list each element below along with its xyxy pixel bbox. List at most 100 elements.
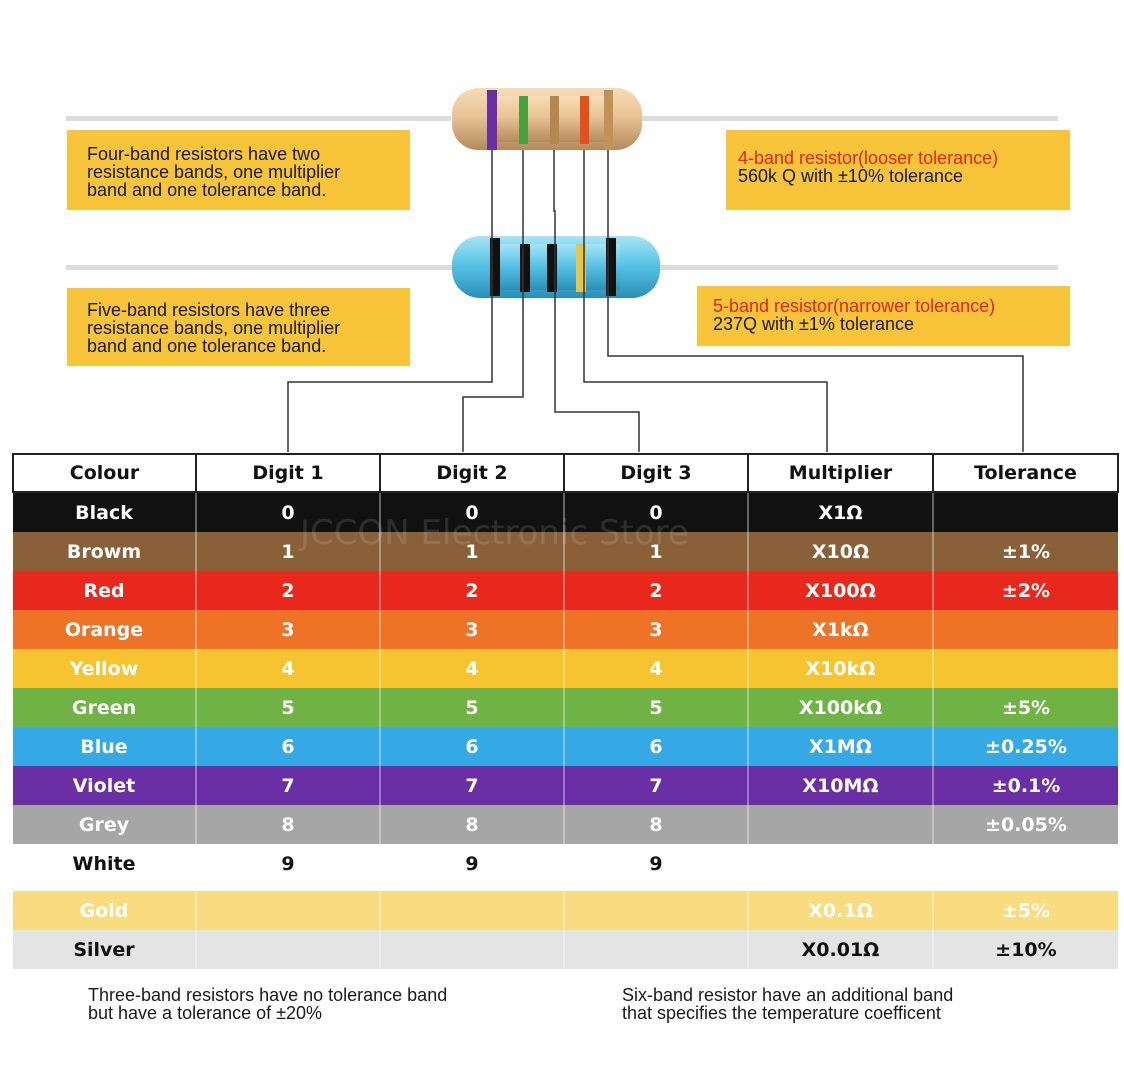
band-black-2 bbox=[520, 244, 530, 292]
band-green bbox=[519, 96, 528, 144]
band-brown bbox=[550, 96, 559, 144]
example-text: 560k Q with ±10% tolerance bbox=[738, 166, 963, 186]
table-row: Gold X0.1Ω ±5% bbox=[13, 887, 1118, 930]
header-digit-2: Digit 2 bbox=[379, 453, 565, 493]
cell-digit-2: 5 bbox=[379, 688, 564, 727]
table-row: Grey 8 8 8 ±0.05% bbox=[13, 805, 1118, 844]
cell-multiplier: X0.01Ω bbox=[747, 930, 933, 969]
cell-digit-1: 4 bbox=[195, 649, 380, 688]
cell-colour: Silver bbox=[73, 938, 135, 961]
cell-digit-1: 1 bbox=[195, 532, 380, 571]
cell-digit-3: 9 bbox=[563, 844, 748, 887]
cell-digit-3: 4 bbox=[563, 649, 748, 688]
cell-digit-1 bbox=[195, 930, 380, 969]
band-orange bbox=[580, 96, 589, 144]
note-line: resistance bands, one multiplier bbox=[87, 318, 341, 338]
cell-digit-3: 5 bbox=[563, 688, 748, 727]
cell-digit-3: 1 bbox=[563, 532, 748, 571]
cell-tolerance: ±5% bbox=[932, 688, 1118, 727]
note-line: Four-band resistors have two bbox=[87, 144, 321, 164]
cell-colour: Orange bbox=[64, 618, 144, 641]
note-line: Five-band resistors have three bbox=[87, 300, 331, 320]
cell-colour: White bbox=[72, 852, 136, 875]
header-colour: Colour bbox=[12, 453, 197, 493]
cell-digit-1: 7 bbox=[195, 766, 380, 805]
cell-colour: Grey bbox=[78, 813, 130, 836]
cell-digit-3: 6 bbox=[563, 727, 748, 766]
four-band-resistor bbox=[452, 88, 642, 150]
cell-digit-2: 6 bbox=[379, 727, 564, 766]
cell-digit-1: 0 bbox=[195, 492, 380, 532]
cell-colour: Yellow bbox=[69, 657, 139, 680]
three-band-footnote: Three-band resistors have no tolerance b… bbox=[88, 986, 447, 1022]
header-digit-3: Digit 3 bbox=[563, 453, 749, 493]
table-row: Browm 1 1 1 X10Ω ±1% bbox=[13, 532, 1118, 571]
band-black-3 bbox=[547, 244, 557, 292]
cell-digit-3: 8 bbox=[563, 805, 748, 844]
cell-digit-2: 3 bbox=[379, 610, 564, 649]
band-gold bbox=[576, 244, 586, 292]
cell-multiplier bbox=[747, 844, 933, 887]
cell-colour: Violet bbox=[72, 774, 136, 797]
cell-multiplier: X1MΩ bbox=[747, 727, 933, 766]
table-row: Orange 3 3 3 X1kΩ bbox=[13, 610, 1118, 649]
six-band-footnote: Six-band resistor have an additional ban… bbox=[622, 986, 953, 1022]
cell-multiplier bbox=[747, 805, 933, 844]
cell-tolerance bbox=[932, 649, 1118, 688]
table-row: Red 2 2 2 X100Ω ±2% bbox=[13, 571, 1118, 610]
cell-digit-2 bbox=[379, 887, 564, 930]
cell-digit-3: 3 bbox=[563, 610, 748, 649]
note-line: resistance bands, one multiplier bbox=[87, 162, 341, 182]
note-line: band and one tolerance band. bbox=[87, 180, 327, 200]
cell-multiplier: X100kΩ bbox=[747, 688, 933, 727]
footnote-line: but have a tolerance of ±20% bbox=[88, 1003, 323, 1023]
cell-colour: Blue bbox=[80, 735, 128, 758]
cell-tolerance: ±1% bbox=[932, 532, 1118, 571]
cell-tolerance bbox=[932, 492, 1118, 532]
footnote-line: that specifies the temperature coefficen… bbox=[622, 1003, 941, 1023]
cell-digit-3: 0 bbox=[563, 492, 748, 532]
cell-tolerance: ±2% bbox=[932, 571, 1118, 610]
cell-colour: Browm bbox=[66, 540, 142, 563]
cell-tolerance: ±10% bbox=[932, 930, 1118, 969]
cell-tolerance bbox=[932, 610, 1118, 649]
cell-digit-2: 2 bbox=[379, 571, 564, 610]
example-text: 237Q with ±1% tolerance bbox=[713, 314, 914, 334]
cell-tolerance: ±0.05% bbox=[932, 805, 1118, 844]
five-band-leads bbox=[66, 265, 1058, 270]
table-row: Silver X0.01Ω ±10% bbox=[13, 930, 1118, 969]
cell-tolerance: ±0.1% bbox=[932, 766, 1118, 805]
cell-multiplier: X10Ω bbox=[747, 532, 933, 571]
five-band-note: Five-band resistors have three resistanc… bbox=[67, 288, 410, 366]
four-band-leads bbox=[66, 116, 1058, 121]
cell-digit-1: 5 bbox=[195, 688, 380, 727]
header-tolerance: Tolerance bbox=[932, 453, 1119, 493]
five-band-resistor bbox=[452, 236, 660, 298]
table-row: White 9 9 9 bbox=[13, 844, 1118, 887]
header-multiplier: Multiplier bbox=[747, 453, 934, 493]
table-row: Green 5 5 5 X100kΩ ±5% bbox=[13, 688, 1118, 727]
cell-digit-1 bbox=[195, 887, 380, 930]
cell-digit-2 bbox=[379, 930, 564, 969]
cell-digit-2: 4 bbox=[379, 649, 564, 688]
example-title: 4-band resistor(looser tolerance) bbox=[738, 148, 999, 168]
cell-digit-1: 9 bbox=[195, 844, 380, 887]
example-title: 5-band resistor(narrower tolerance) bbox=[713, 296, 996, 316]
cell-digit-1: 6 bbox=[195, 727, 380, 766]
band-black-4 bbox=[606, 238, 616, 296]
cell-digit-2: 0 bbox=[379, 492, 564, 532]
band-gold bbox=[604, 90, 613, 150]
cell-colour: Green bbox=[71, 696, 137, 719]
table-row: Black 0 0 0 X1Ω bbox=[13, 492, 1118, 532]
table-header-row: Colour Digit 1 Digit 2 Digit 3 Multiplie… bbox=[12, 453, 1119, 493]
cell-multiplier: X10MΩ bbox=[747, 766, 933, 805]
cell-digit-1: 3 bbox=[195, 610, 380, 649]
cell-multiplier: X1Ω bbox=[747, 492, 933, 532]
cell-digit-2: 7 bbox=[379, 766, 564, 805]
cell-colour: Gold bbox=[79, 899, 129, 922]
band-violet bbox=[487, 90, 497, 150]
band-black bbox=[490, 238, 500, 296]
cell-digit-3 bbox=[563, 887, 748, 930]
cell-digit-1: 2 bbox=[195, 571, 380, 610]
resistor-diagram bbox=[66, 88, 1058, 452]
